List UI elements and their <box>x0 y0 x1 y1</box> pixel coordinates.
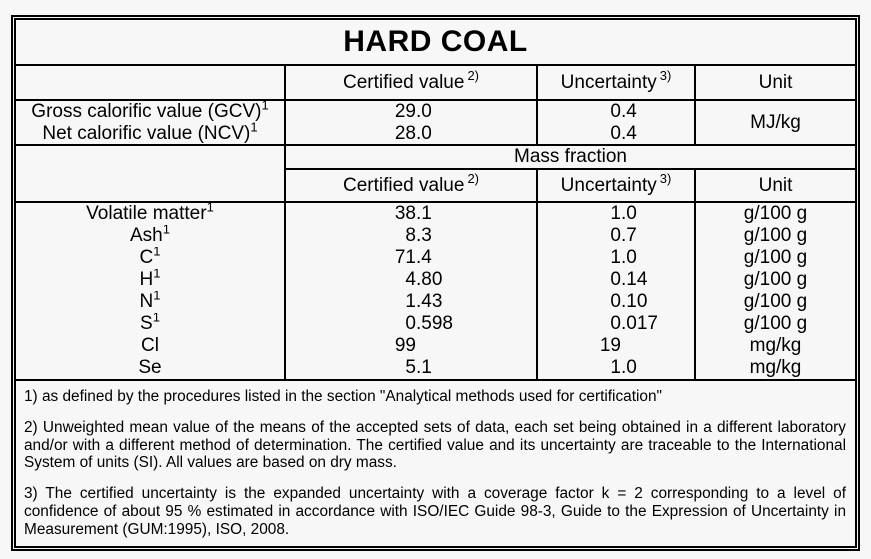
certified-value: 1.43 <box>285 291 538 313</box>
header-uncertainty: Uncertainty 3) <box>537 65 696 101</box>
title-row: HARD COAL <box>16 20 855 66</box>
certified-value: 4.80 <box>285 269 538 291</box>
analyte-name: S1 <box>16 313 286 335</box>
unit-value: g/100 g <box>743 247 808 268</box>
table-row-sulfur: S1 0.598 0.017 g/100 g <box>16 313 855 335</box>
table-row-nitrogen: N1 1.43 0.10 g/100 g <box>16 291 855 313</box>
ncv-label: Net calorific value (NCV)1 <box>42 119 258 144</box>
analyte-name: H1 <box>16 269 286 291</box>
certificate-table: HARD COAL Certified value 2) Uncertainty 3… <box>11 15 860 551</box>
unit-value: g/100 g <box>743 291 808 312</box>
table-row-hydrogen: H1 4.80 0.14 g/100 g <box>16 269 855 291</box>
uncertainty-value: 1.0 <box>537 247 696 269</box>
footnote-1: 1) as defined by the procedures listed i… <box>24 388 663 405</box>
header-uncertainty-2: Uncertainty 3) <box>537 169 696 203</box>
table-row-selenium: Se 5.1 1.0 mg/kg <box>16 357 855 381</box>
certified-value: 5.1 <box>285 357 538 381</box>
certified-value: 71.4 <box>285 247 538 269</box>
calorific-names-cell: Gross calorific value (GCV)1 Net calorif… <box>16 100 286 146</box>
certified-value: 8.3 <box>285 225 538 247</box>
uncertainty-value: 0.14 <box>537 269 696 291</box>
header-certified-value-2: Certified value 2) <box>285 169 538 203</box>
footnote-2: 2) Unweighted mean value of the means of… <box>24 418 846 472</box>
uncertainty-value: 1.0 <box>537 202 696 225</box>
ncv-certified-value: 28.0 <box>394 122 432 144</box>
footnotes-row: 1) as defined by the procedures listed i… <box>16 380 855 552</box>
analyte-name: C1 <box>16 247 286 269</box>
gcv-uncertainty: 0.4 <box>610 101 637 122</box>
certified-value: 38.1 <box>285 202 538 225</box>
calorific-unit: MJ/kg <box>695 100 855 146</box>
hard-coal-table: HARD COAL Certified value 2) Uncertainty 3… <box>16 20 855 552</box>
uncertainty-value: 1.0 <box>537 357 696 381</box>
header-unit: Unit <box>695 65 855 101</box>
mass-fraction-empty-cell <box>16 145 286 203</box>
certified-value: 0.598 <box>285 313 538 335</box>
footnote-marker-3: 3) <box>659 68 672 84</box>
ncv-uncertainty: 0.4 <box>610 122 637 144</box>
footnote-marker-2: 2) <box>467 171 479 187</box>
analyte-name: Se <box>16 357 286 381</box>
unit-value: g/100 g <box>743 269 808 290</box>
unit-value: g/100 g <box>743 225 808 246</box>
table-row-chlorine: Cl 99 19 mg/kg <box>16 335 855 357</box>
uncertainty-value: 0.7 <box>537 225 696 247</box>
table-title-cell: HARD COAL <box>16 20 855 66</box>
analyte-name: Cl <box>16 335 286 357</box>
analyte-name: Volatile matter1 <box>16 202 286 225</box>
analyte-name: N1 <box>16 291 286 313</box>
header-unit-2: Unit <box>695 169 855 203</box>
calorific-uncertainties-cell: 0.4 0.4 <box>537 100 696 146</box>
table-row-volatile-matter: Volatile matter1 38.1 1.0 g/100 g <box>16 202 855 225</box>
unit-value: g/100 g <box>743 203 808 224</box>
calorific-values-row: Gross calorific value (GCV)1 Net calorif… <box>16 100 855 146</box>
footnote-marker-2: 2) <box>467 68 479 84</box>
header-row-mass-fraction: Certified value 2) Uncertainty 3) Unit <box>16 169 855 203</box>
header-certified-value: Certified value 2) <box>285 65 538 101</box>
table-row-ash: Ash1 8.3 0.7 g/100 g <box>16 225 855 247</box>
uncertainty-value: 0.10 <box>537 291 696 313</box>
uncertainty-value: 19 <box>537 335 696 357</box>
header-empty-cell <box>16 65 286 101</box>
footnote-marker-3: 3) <box>659 171 672 187</box>
mass-fraction-header-row: Mass fraction <box>16 145 855 203</box>
uncertainty-value: 0.017 <box>537 313 696 335</box>
table-row-carbon: C1 71.4 1.0 g/100 g <box>16 247 855 269</box>
footnote-3: 3) The certified uncertainty is the expa… <box>24 485 846 538</box>
unit-value: mg/kg <box>749 335 802 356</box>
page-title: HARD COAL <box>343 25 528 58</box>
mass-fraction-header: Mass fraction <box>285 145 855 170</box>
calorific-certified-values-cell: 29.0 28.0 <box>285 100 538 146</box>
analyte-name: Ash1 <box>16 225 286 247</box>
certified-value: 99 <box>285 335 538 357</box>
unit-value: mg/kg <box>695 357 855 381</box>
gcv-certified-value: 29.0 <box>394 101 432 122</box>
gcv-label: Gross calorific value (GCV)1 <box>31 100 269 122</box>
footnotes-cell: 1) as defined by the procedures listed i… <box>16 380 855 552</box>
header-row-calorific: Certified value 2) Uncertainty 3) Unit <box>16 65 855 101</box>
unit-value: g/100 g <box>743 313 808 334</box>
